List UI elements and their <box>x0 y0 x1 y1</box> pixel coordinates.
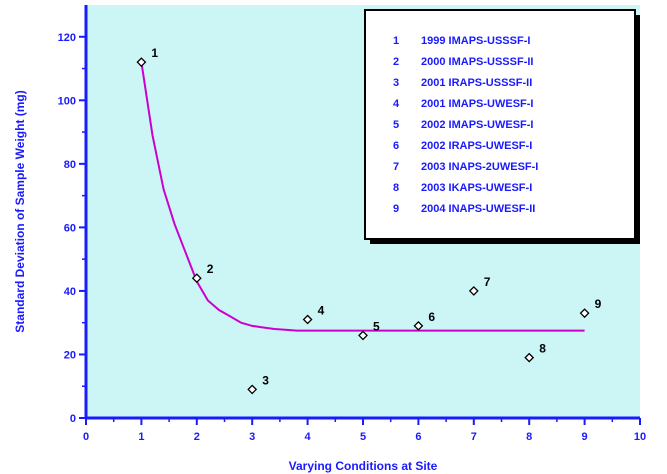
data-point-marker <box>358 330 368 341</box>
y-axis-ticks: 0 20 40 60 80 100 120 <box>58 32 86 425</box>
data-point-marker <box>579 308 590 319</box>
x-tick-label: 4 <box>305 431 312 443</box>
data-point-marker <box>468 286 479 296</box>
x-tick-label: 1 <box>138 431 144 443</box>
data-point-label: 4 <box>318 304 325 318</box>
data-point-marker <box>247 384 258 395</box>
legend-key: 5 <box>393 119 399 131</box>
data-point-marker <box>524 352 535 363</box>
legend-key: 7 <box>393 161 399 173</box>
legend-key: 1 <box>393 35 399 47</box>
data-point-label: 2 <box>207 262 214 276</box>
y-tick-label: 120 <box>58 32 76 44</box>
legend-entry: 2003 IKAPS-UWESF-I <box>421 182 532 194</box>
data-point-label: 9 <box>595 297 602 311</box>
data-point-label: 8 <box>539 342 546 356</box>
legend: 1 1999 IMAPS-USSSF-I 2 2000 IMAPS-USSSF-II 3… <box>364 9 640 244</box>
y-tick-label: 80 <box>64 159 76 171</box>
legend-entry: 2001 IMAPS-UWESF-I <box>421 98 533 110</box>
data-point-marker <box>302 314 313 325</box>
x-tick-label: 7 <box>471 431 477 443</box>
legend-key: 8 <box>393 182 399 194</box>
x-tick-label: 6 <box>415 431 421 443</box>
y-tick-label: 60 <box>64 222 76 234</box>
legend-key: 2 <box>393 56 399 68</box>
legend-entry: 2004 INAPS-UWESF-II <box>421 203 535 215</box>
x-tick-label: 10 <box>634 431 646 443</box>
y-tick-label: 20 <box>64 349 76 361</box>
y-axis-title: Standard Deviation of Sample Weight (mg) <box>13 90 27 332</box>
x-axis-title: Varying Conditions at Site <box>289 459 438 473</box>
legend-key: 9 <box>393 203 399 215</box>
legend-key: 4 <box>393 98 400 110</box>
data-point-marker <box>191 273 202 284</box>
data-point-label: 5 <box>373 319 380 333</box>
legend-entry: 2002 IRAPS-UWESF-I <box>421 140 532 152</box>
data-point-marker <box>413 320 424 331</box>
y-tick-label: 100 <box>58 95 76 107</box>
data-point-label: 6 <box>428 310 435 324</box>
legend-key: 6 <box>393 140 399 152</box>
x-tick-label: 0 <box>83 431 89 443</box>
legend-entry: 2000 IMAPS-USSSF-II <box>421 56 533 68</box>
x-tick-label: 3 <box>249 431 255 443</box>
legend-entry: 2002 IMAPS-UWESF-I <box>421 119 533 131</box>
y-tick-label: 0 <box>70 413 76 425</box>
fit-curve <box>140 62 585 332</box>
x-tick-label: 8 <box>526 431 532 443</box>
data-point-label: 3 <box>262 373 269 387</box>
legend-entry: 2003 INAPS-2UWESF-I <box>421 161 538 173</box>
x-tick-label: 5 <box>360 431 366 443</box>
legend-key: 3 <box>393 77 399 89</box>
data-point-label: 7 <box>484 275 491 289</box>
data-point-marker <box>136 57 147 68</box>
legend-box <box>364 9 636 240</box>
x-tick-label: 2 <box>194 431 200 443</box>
y-tick-label: 40 <box>64 286 76 298</box>
x-axis-ticks: 0 1 2 3 4 5 6 7 8 9 10 <box>83 418 646 443</box>
x-tick-label: 9 <box>582 431 588 443</box>
data-point-label: 1 <box>151 46 158 60</box>
legend-entry: 1999 IMAPS-USSSF-I <box>421 35 530 47</box>
legend-entry: 2001 IRAPS-USSSF-II <box>421 77 532 89</box>
data-points: 1 2 3 4 5 6 7 8 9 <box>136 46 602 395</box>
